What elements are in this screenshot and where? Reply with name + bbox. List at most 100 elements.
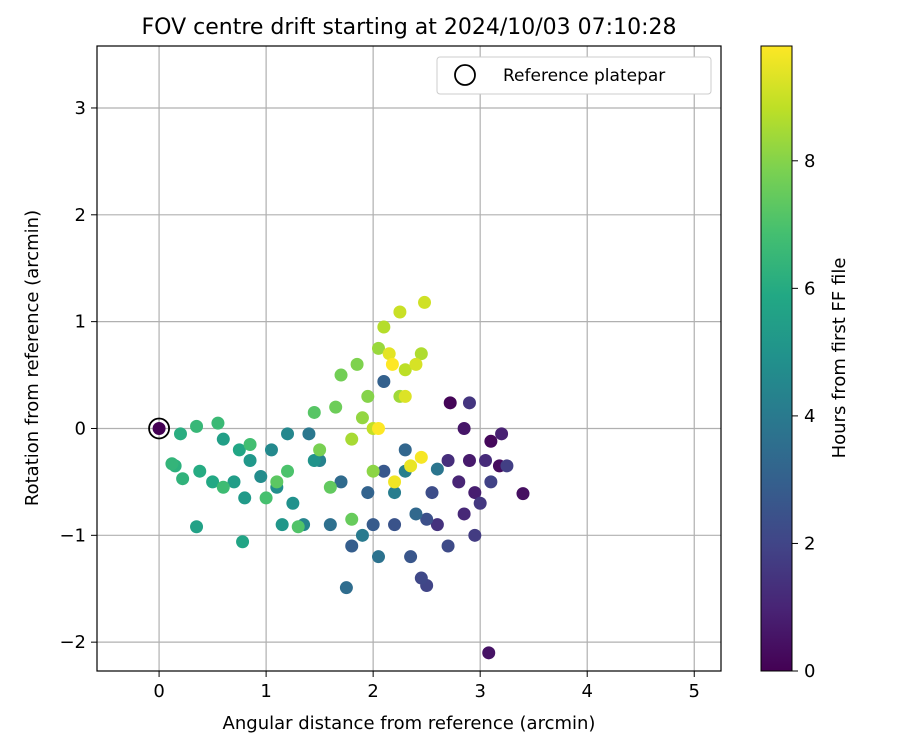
scatter-point (165, 457, 179, 471)
scatter-point (388, 475, 402, 489)
y-tick-label: −1 (59, 525, 86, 546)
scatter-point (173, 427, 187, 441)
y-tick-label: −2 (59, 632, 86, 653)
plot-area-frame (96, 45, 722, 672)
scatter-point (193, 464, 207, 478)
scatter-point (211, 416, 225, 430)
scatter-point (500, 459, 514, 473)
scatter-point (385, 357, 399, 371)
scatter-point (339, 581, 353, 595)
legend-marker (454, 64, 476, 86)
scatter-point (307, 454, 321, 468)
scatter-point (345, 432, 359, 446)
scatter-point (495, 427, 509, 441)
legend-label: Reference platepar (503, 66, 665, 86)
x-tick-label: 5 (689, 681, 700, 702)
scatter-point (398, 443, 412, 457)
scatter-point (216, 432, 230, 446)
scatter-point (404, 459, 418, 473)
scatter-point (334, 475, 348, 489)
scatter-point (418, 295, 432, 309)
scatter-point (355, 411, 369, 425)
scatter-point (206, 475, 220, 489)
colorbar (760, 45, 793, 672)
scatter-point (377, 320, 391, 334)
colorbar-tick-label: 8 (804, 151, 815, 172)
colorbar-tick-label: 4 (804, 406, 815, 427)
scatter-point (468, 486, 482, 500)
scatter-point (482, 646, 496, 660)
scatter-point (350, 357, 364, 371)
scatter-point (227, 475, 241, 489)
scatter-point (259, 491, 273, 505)
scatter-point (334, 368, 348, 382)
scatter-point (264, 443, 278, 457)
scatter-point (420, 512, 434, 526)
scatter-point (398, 389, 412, 403)
scatter-point (414, 571, 428, 585)
scatter-point (361, 389, 375, 403)
scatter-point (366, 464, 380, 478)
scatter-point (323, 480, 337, 494)
scatter-point (484, 475, 498, 489)
legend: Reference platepar (436, 56, 712, 95)
scatter-point (366, 518, 380, 532)
scatter-point (216, 480, 230, 494)
scatter-point (382, 347, 396, 361)
scatter-point (371, 341, 385, 355)
scatter-point (243, 454, 257, 468)
scatter-point (393, 305, 407, 319)
colorbar-ticks: 0 2 4 6 8 (792, 151, 815, 682)
x-tick-label: 0 (153, 681, 164, 702)
scatter-point (409, 357, 423, 371)
colorbar-label: Hours from first FF file (829, 258, 850, 459)
scatter-point (254, 470, 268, 484)
chart-title: FOV centre drift starting at 2024/10/03 … (142, 15, 677, 40)
y-axis-label: Rotation from reference (arcmin) (22, 210, 43, 506)
scatter-point (452, 475, 466, 489)
scatter-point (243, 438, 257, 452)
scatter-point (388, 518, 402, 532)
scatter-point (371, 550, 385, 564)
scatter-point (270, 475, 284, 489)
colorbar-tick-label: 0 (804, 661, 815, 682)
colorbar-tick-label: 2 (804, 533, 815, 554)
scatter-point (388, 486, 402, 500)
scatter-point (307, 405, 321, 419)
x-axis-label: Angular distance from reference (arcmin) (223, 713, 596, 734)
scatter-point (345, 512, 359, 526)
scatter-point (313, 443, 327, 457)
scatter-point (286, 496, 300, 510)
scatter-point (190, 419, 204, 433)
scatter-point (281, 464, 295, 478)
scatter-point (345, 539, 359, 553)
colorbar-tick-label: 6 (804, 278, 815, 299)
scatter-point (152, 421, 166, 435)
scatter-point (371, 421, 385, 435)
scatter-point (176, 472, 190, 486)
scatter-point (236, 535, 250, 549)
scatter-point (443, 396, 457, 410)
scatter-point (398, 363, 412, 377)
scatter-point (473, 496, 487, 510)
scatter-point (457, 507, 471, 521)
scatter-point (479, 454, 493, 468)
y-axis-ticks: −2 −1 0 1 2 3 (59, 98, 97, 653)
scatter-point (457, 421, 471, 435)
y-tick-label: 0 (75, 418, 86, 439)
x-tick-label: 4 (581, 681, 592, 702)
scatter-points (152, 295, 530, 660)
scatter-point (414, 450, 428, 464)
scatter-point (430, 462, 444, 476)
scatter-point (361, 486, 375, 500)
scatter-point (329, 400, 343, 414)
scatter-point (377, 464, 391, 478)
scatter-point (404, 550, 418, 564)
scatter-point (355, 528, 369, 542)
scatter-point (377, 374, 391, 388)
scatter-point (414, 347, 428, 361)
scatter-point (430, 518, 444, 532)
scatter-point (190, 520, 204, 534)
scatter-point (409, 507, 423, 521)
